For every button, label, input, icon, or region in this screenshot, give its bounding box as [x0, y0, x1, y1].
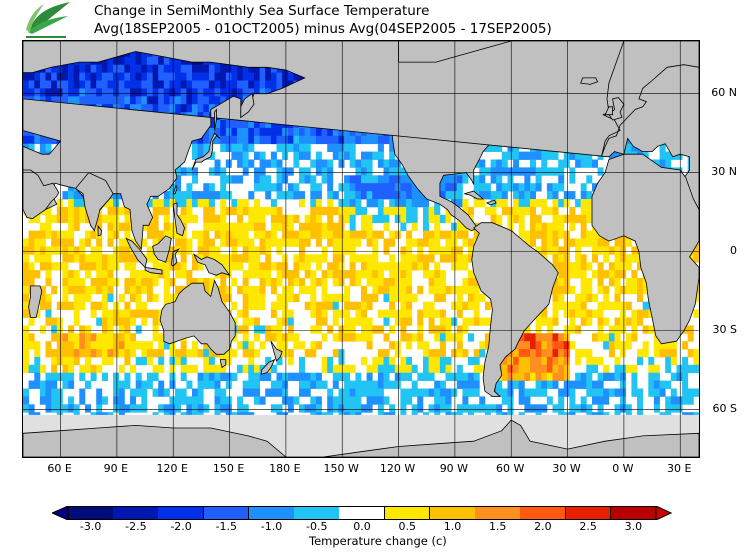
japan-landmass — [191, 132, 221, 171]
colorbar-tick: 1.5 — [488, 520, 507, 533]
colorbar-segment — [565, 506, 612, 520]
madagascar-landmass — [28, 285, 43, 318]
lat-label-equator: 0 — [730, 243, 737, 257]
colorbar-segment — [339, 506, 386, 520]
africa-landmass — [591, 153, 699, 345]
ireland-landmass — [604, 106, 613, 116]
colorbar-segment — [384, 506, 431, 520]
colorbar-segment — [158, 506, 205, 520]
colorbar-tick: -3.0 — [79, 520, 102, 533]
new-guinea-landmass — [192, 253, 231, 277]
lon-label-180e: 180 E — [269, 462, 301, 475]
cuba-landmass — [464, 190, 485, 200]
lon-label-0w: 0 W — [612, 462, 634, 475]
lon-label-150w: 150 W — [323, 462, 359, 475]
colorbar-segment — [203, 506, 250, 520]
europe-west-landmass — [601, 41, 699, 157]
lat-lon-grid — [23, 41, 699, 457]
india-landmass — [75, 172, 114, 232]
australia-landmass — [159, 279, 236, 355]
colorbar-min-arrow — [52, 506, 69, 520]
new-zealand-south-landmass — [261, 358, 276, 375]
new-zealand-north-landmass — [270, 340, 283, 362]
colorbar-tick: -2.0 — [170, 520, 192, 533]
lon-label-90w: 90 W — [439, 462, 469, 475]
sakhalin-landmass — [214, 108, 217, 131]
colorbar-segment — [610, 506, 657, 520]
colorbar-segment — [68, 506, 114, 520]
lon-label-60w: 60 W — [496, 462, 525, 475]
lat-label-30s: 30 S — [712, 322, 737, 336]
title-line-1: Change in SemiMonthly Sea Surface Temper… — [94, 3, 430, 19]
hispaniola-landmass — [485, 199, 497, 206]
colorbar-tick: 3.0 — [624, 520, 643, 533]
lon-label-60e: 60 E — [47, 462, 72, 475]
colorbar-tick: 1.0 — [443, 520, 462, 533]
arabia-landmass — [23, 169, 60, 220]
java-landmass — [144, 266, 163, 275]
tasmania-landmass — [219, 359, 227, 369]
colorbar-segment — [475, 506, 521, 520]
colorbar-tick: -1.5 — [215, 520, 238, 533]
taiwan-landmass — [172, 184, 178, 195]
colorbar-tick: -0.5 — [306, 520, 328, 533]
iceland-landmass — [580, 77, 599, 85]
lon-label-30e: 30 E — [666, 462, 692, 475]
map-title: Change in SemiMonthly Sea Surface Temper… — [94, 2, 552, 38]
colorbar-segment — [294, 506, 340, 520]
south-america-landmass — [471, 222, 559, 397]
colorbar-tick: -1.0 — [260, 520, 283, 533]
colorbar-segment — [429, 506, 476, 520]
borneo-landmass — [152, 235, 172, 263]
philippines-landmass — [172, 202, 185, 237]
colorbar-tick: -2.5 — [125, 520, 147, 533]
colorbar-tick: 0.0 — [353, 520, 371, 533]
lon-label-30w: 30 W — [552, 462, 581, 475]
title-line-2: Avg(18SEP2005 - 01OCT2005) minus Avg(04S… — [94, 21, 552, 37]
colorbar-segment — [520, 506, 567, 520]
lon-label-90e: 90 E — [103, 462, 129, 475]
lon-label-120e: 120 E — [156, 462, 188, 475]
sumatra-landmass — [125, 237, 148, 269]
colorbar-tick: 2.5 — [579, 520, 597, 533]
land-mask — [23, 41, 699, 457]
colorbar-tick: 2.0 — [534, 520, 552, 533]
sst-change-map — [22, 40, 700, 458]
lon-label-120w: 120 W — [379, 462, 416, 475]
lat-label-60n: 60 N — [711, 85, 737, 99]
lon-label-150e: 150 E — [212, 462, 245, 475]
colorbar-title: Temperature change (c) — [309, 534, 447, 548]
colorbar-tick: 0.5 — [398, 520, 416, 533]
agency-logo — [16, 0, 76, 42]
lat-label-30n: 30 N — [711, 164, 737, 178]
colorbar-segment — [248, 506, 295, 520]
colorbar-max-arrow — [655, 506, 672, 520]
lat-label-60s: 60 S — [712, 401, 737, 415]
colorbar-segment — [113, 506, 159, 520]
sri-lanka-landmass — [97, 224, 102, 237]
